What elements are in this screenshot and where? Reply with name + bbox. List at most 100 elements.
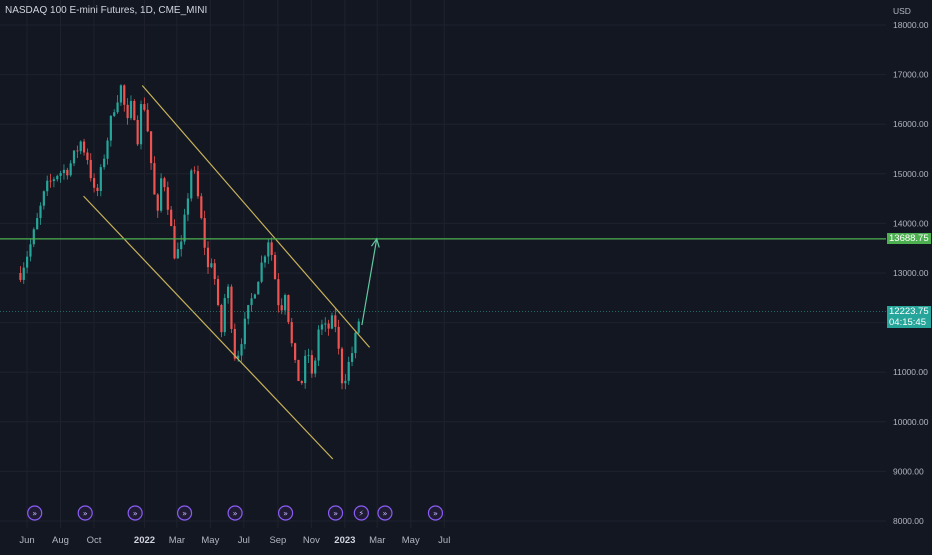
candle-body <box>247 305 250 319</box>
candle-body <box>123 85 126 105</box>
event-marker-icon[interactable]: » <box>377 505 393 521</box>
candle-body <box>334 315 337 327</box>
event-marker-icon[interactable]: ⚡ <box>353 505 369 521</box>
event-marker-glyph: » <box>333 509 338 518</box>
candle-body <box>36 218 39 230</box>
event-marker-glyph: » <box>382 509 387 518</box>
candle-body <box>193 170 196 172</box>
candle-body <box>39 205 42 219</box>
candle-body <box>143 104 146 110</box>
candle-body <box>42 191 45 206</box>
candle-body <box>220 305 223 333</box>
candle-body <box>86 152 89 160</box>
candle-body <box>126 104 129 119</box>
x-tick-label: Aug <box>52 535 69 546</box>
event-marker-glyph: » <box>283 509 288 518</box>
event-marker-icon[interactable]: » <box>27 505 43 521</box>
candle-body <box>340 348 344 384</box>
event-marker-glyph: ⚡ <box>359 509 365 518</box>
event-marker-icon[interactable]: » <box>427 505 444 521</box>
candle-body <box>82 141 86 153</box>
candle-body <box>253 294 257 299</box>
event-marker-glyph: » <box>83 509 88 518</box>
candle-body <box>310 355 313 374</box>
candle-body <box>354 332 357 354</box>
candle-body <box>283 295 287 311</box>
x-tick-label: Jul <box>438 535 450 546</box>
event-marker-icon[interactable]: » <box>77 505 93 521</box>
candle-body <box>216 279 220 306</box>
x-tick-label: Oct <box>87 535 102 546</box>
event-marker-icon[interactable]: » <box>176 505 193 521</box>
candle-body <box>79 141 82 152</box>
event-marker-icon[interactable]: » <box>277 505 294 521</box>
bar-countdown: 04:15:45 <box>889 316 926 328</box>
y-tick-label: 8000.00 <box>893 516 924 526</box>
candle-body <box>237 355 240 359</box>
y-tick-label: 16000.00 <box>893 119 929 129</box>
candle-body <box>22 267 25 280</box>
candle-body <box>314 360 317 374</box>
candle-body <box>344 380 347 384</box>
x-tick-label: Jun <box>19 535 34 546</box>
candle-body <box>113 112 116 116</box>
candle-body <box>103 158 106 168</box>
candle-body <box>213 263 216 280</box>
candle-body <box>350 353 354 362</box>
y-tick-label: 17000.00 <box>893 70 929 80</box>
event-marker-glyph: » <box>182 509 187 518</box>
candle-body <box>257 281 260 295</box>
candle-body <box>290 322 293 344</box>
candle-body <box>146 109 149 132</box>
candle-body <box>89 159 92 179</box>
price-tag-value: 12223.75 <box>889 305 929 317</box>
candle-body <box>183 214 186 242</box>
event-marker-glyph: » <box>233 509 238 518</box>
candle-body <box>26 256 29 268</box>
candle-body <box>153 163 156 195</box>
level-price-tag: 13688.75 <box>887 232 931 244</box>
event-marker-ring <box>27 505 43 521</box>
candle-body <box>240 344 243 356</box>
event-marker-ring <box>77 505 93 521</box>
candle-body <box>99 167 102 192</box>
candle-body <box>29 244 32 257</box>
candle-body <box>93 178 96 188</box>
candle-body <box>210 263 213 268</box>
candle-body <box>49 180 52 182</box>
x-tick-label: 2022 <box>134 535 155 546</box>
candle-body <box>32 229 35 245</box>
event-marker-ring <box>327 505 344 521</box>
x-tick-label: Mar <box>369 535 385 546</box>
event-marker-glyph: » <box>433 509 438 518</box>
event-marker-icon[interactable]: » <box>327 505 344 521</box>
x-tick-label: May <box>201 535 219 546</box>
candle-body <box>52 179 56 181</box>
candle-body <box>330 315 334 329</box>
candle-body <box>136 119 139 145</box>
event-marker-icon[interactable]: » <box>227 505 243 521</box>
candle-body <box>62 169 66 174</box>
candle-body <box>300 381 303 384</box>
candles <box>19 84 360 390</box>
y-tick-label: 13000.00 <box>893 268 929 278</box>
candle-body <box>186 198 190 215</box>
candle-body <box>317 329 320 361</box>
channel-upper-line <box>141 85 371 348</box>
candle-body <box>129 100 133 119</box>
candle-body <box>69 163 72 176</box>
event-marker-icon[interactable]: » <box>127 505 143 521</box>
candle-body <box>180 241 183 250</box>
candle-body <box>233 328 236 359</box>
candle-body <box>72 150 76 164</box>
candle-body <box>56 175 59 180</box>
candle-body <box>163 178 166 188</box>
candle-body <box>357 321 360 333</box>
candle-body <box>19 273 22 280</box>
candle-body <box>196 171 200 197</box>
candle-body <box>280 305 283 311</box>
price-tag-value: 13688.75 <box>889 232 929 244</box>
x-tick-label: Mar <box>169 535 185 546</box>
